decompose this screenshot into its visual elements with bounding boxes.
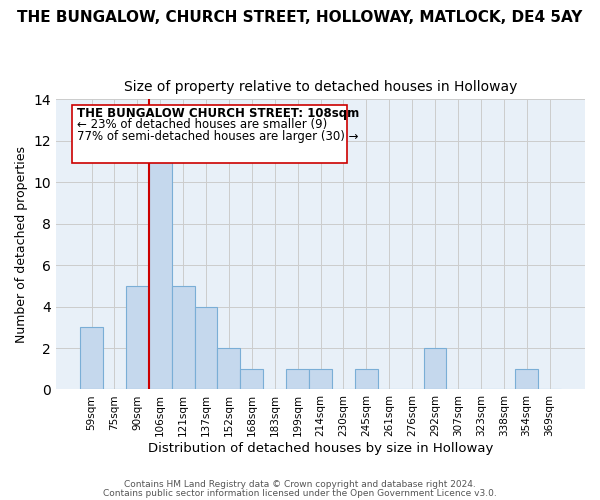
FancyBboxPatch shape bbox=[72, 105, 347, 163]
Text: 77% of semi-detached houses are larger (30) →: 77% of semi-detached houses are larger (… bbox=[77, 130, 359, 143]
Bar bbox=[80, 328, 103, 390]
Text: ← 23% of detached houses are smaller (9): ← 23% of detached houses are smaller (9) bbox=[77, 118, 328, 131]
Bar bbox=[126, 286, 149, 390]
Bar bbox=[172, 286, 194, 390]
Bar bbox=[149, 141, 172, 390]
Bar bbox=[515, 368, 538, 390]
Text: Contains public sector information licensed under the Open Government Licence v3: Contains public sector information licen… bbox=[103, 488, 497, 498]
Bar bbox=[309, 368, 332, 390]
Text: THE BUNGALOW CHURCH STREET: 108sqm: THE BUNGALOW CHURCH STREET: 108sqm bbox=[77, 106, 359, 120]
Bar bbox=[217, 348, 241, 390]
Bar bbox=[424, 348, 446, 390]
Text: THE BUNGALOW, CHURCH STREET, HOLLOWAY, MATLOCK, DE4 5AY: THE BUNGALOW, CHURCH STREET, HOLLOWAY, M… bbox=[17, 10, 583, 25]
Title: Size of property relative to detached houses in Holloway: Size of property relative to detached ho… bbox=[124, 80, 517, 94]
Bar bbox=[286, 368, 309, 390]
Bar bbox=[194, 306, 217, 390]
Text: Contains HM Land Registry data © Crown copyright and database right 2024.: Contains HM Land Registry data © Crown c… bbox=[124, 480, 476, 489]
Bar bbox=[241, 368, 263, 390]
Bar bbox=[355, 368, 378, 390]
X-axis label: Distribution of detached houses by size in Holloway: Distribution of detached houses by size … bbox=[148, 442, 493, 455]
Y-axis label: Number of detached properties: Number of detached properties bbox=[15, 146, 28, 343]
